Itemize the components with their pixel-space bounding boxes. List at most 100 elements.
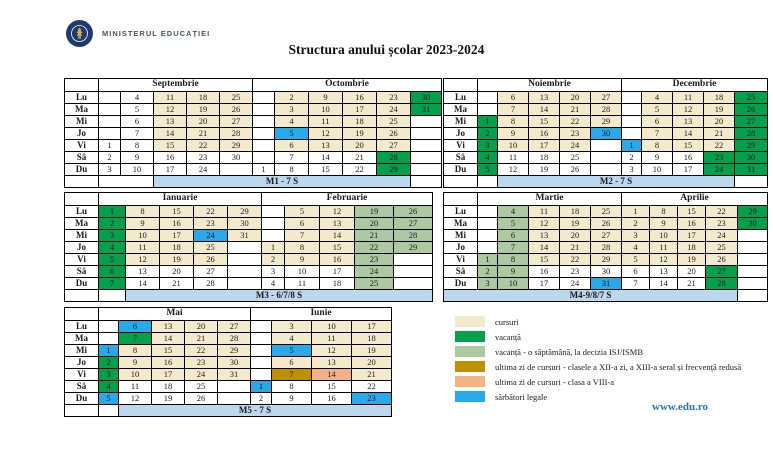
month-header: Mai: [98, 307, 251, 321]
day-cell: [252, 103, 275, 116]
day-cell: 18: [151, 380, 185, 393]
day-label: Ma: [64, 103, 99, 116]
day-cell: [252, 91, 275, 104]
day-cell: 11: [118, 380, 152, 393]
day-cell: 10: [284, 265, 320, 278]
day-cell: 4: [477, 151, 498, 164]
day-cell: 26: [193, 253, 228, 266]
day-cell: 16: [677, 217, 706, 230]
week-row: Lu 6 13 20 27 3 10 17: [64, 320, 392, 333]
day-cell: 27: [193, 265, 228, 278]
day-cell: 18: [559, 205, 591, 218]
corner-cell: [64, 78, 99, 92]
day-cell: 23: [184, 356, 218, 369]
day-cell: 26: [590, 217, 622, 230]
day-cell: 26: [734, 103, 768, 116]
day-cell: 20: [703, 115, 735, 128]
day-cell: 3: [621, 163, 642, 176]
day-cell: [737, 277, 768, 290]
day-cell: [227, 277, 262, 290]
calendar-martie-aprilie: Martie Aprilie Lu 4 11 18 25 1 8 15 22 29 Ma 5 12 19 26 2…: [443, 192, 768, 302]
day-cell: 5: [477, 163, 498, 176]
day-cell: 22: [342, 163, 377, 176]
day-cell: 28: [217, 332, 251, 345]
week-row: Jo 2 9 16 23 30 7 14 21 28: [443, 127, 768, 140]
day-cell: [250, 344, 272, 357]
day-label: Jo: [443, 127, 478, 140]
day-cell: 20: [159, 265, 194, 278]
day-cell: 13: [311, 356, 352, 369]
day-cell: 1: [261, 241, 285, 254]
day-cell: 9: [497, 127, 529, 140]
day-cell: 18: [342, 115, 377, 128]
day-cell: 11: [284, 277, 320, 290]
day-cell: 5: [98, 253, 126, 266]
day-cell: 25: [376, 115, 411, 128]
day-cell: 12: [649, 253, 678, 266]
day-cell: 29: [217, 344, 251, 357]
day-cell: [252, 151, 275, 164]
day-cell: 30: [737, 217, 768, 230]
day-cell: 9: [308, 91, 343, 104]
week-row: Mi 6 13 20 27 4 11 18 25: [64, 115, 442, 128]
day-cell: 8: [120, 139, 154, 152]
week-row: Ma 7 14 21 28 4 11 18: [64, 332, 392, 345]
legend-label: ultima zi de cursuri - clasele a XII-a z…: [495, 361, 742, 372]
day-label: Sâ: [64, 151, 99, 164]
day-cell: 29: [393, 241, 433, 254]
corner-cell: [64, 307, 99, 321]
day-cell: 7: [621, 277, 650, 290]
day-cell: 12: [528, 217, 560, 230]
day-cell: 4: [271, 332, 312, 345]
day-cell: 15: [319, 241, 355, 254]
day-cell: [590, 151, 622, 164]
day-label: Vi: [443, 139, 478, 152]
day-cell: [98, 320, 119, 333]
day-cell: 9: [118, 356, 152, 369]
day-cell: 4: [120, 91, 154, 104]
day-cell: 14: [153, 127, 187, 140]
legend-item: vacanță: [455, 331, 741, 342]
day-cell: 23: [559, 265, 591, 278]
day-label: Mi: [64, 115, 99, 128]
day-cell: 17: [528, 277, 560, 290]
day-cell: 21: [159, 277, 194, 290]
day-cell: 9: [271, 392, 312, 405]
calendar-mai-iunie: Mai Iunie Lu 6 13 20 27 3 10 17 Ma 7 14 21 28 4 11 18 Mi 1 8…: [64, 307, 392, 417]
corner-cell: [443, 192, 478, 206]
day-cell: 15: [528, 115, 560, 128]
day-cell: 5: [274, 127, 309, 140]
day-cell: 18: [186, 91, 220, 104]
day-cell: 5: [497, 217, 529, 230]
week-row: Lu 6 13 20 27 4 11 18 25: [443, 91, 768, 104]
day-cell: 21: [342, 151, 377, 164]
day-cell: 12: [118, 392, 152, 405]
day-cell: 22: [703, 139, 735, 152]
day-cell: [393, 277, 433, 290]
edu-ro-link[interactable]: www.edu.ro: [652, 401, 709, 413]
day-cell: 28: [193, 277, 228, 290]
day-label: Mi: [64, 344, 99, 357]
day-cell: 6: [274, 139, 309, 152]
day-cell: 21: [559, 241, 591, 254]
day-cell: 27: [734, 115, 768, 128]
day-cell: 12: [308, 127, 343, 140]
day-cell: [621, 103, 642, 116]
day-cell: 5: [98, 392, 119, 405]
calendar-noiembrie-decembrie: Noiembrie Decembrie Lu 6 13 20 27 4 11 18 25 Ma 7 14 2…: [443, 78, 768, 188]
day-cell: 15: [151, 344, 185, 357]
legend-swatch: [455, 331, 485, 342]
day-cell: 18: [703, 91, 735, 104]
day-cell: 14: [528, 103, 560, 116]
day-cell: [477, 217, 498, 230]
day-cell: 4: [621, 241, 650, 254]
day-cell: 12: [672, 103, 704, 116]
ministry-name: MINISTERUL EDUCAȚIEI: [102, 29, 211, 38]
day-cell: 18: [319, 277, 355, 290]
day-cell: 13: [151, 320, 185, 333]
day-cell: 29: [376, 163, 411, 176]
day-cell: [250, 356, 272, 369]
day-cell: 30: [219, 151, 253, 164]
day-cell: [477, 103, 498, 116]
day-cell: 11: [528, 205, 560, 218]
